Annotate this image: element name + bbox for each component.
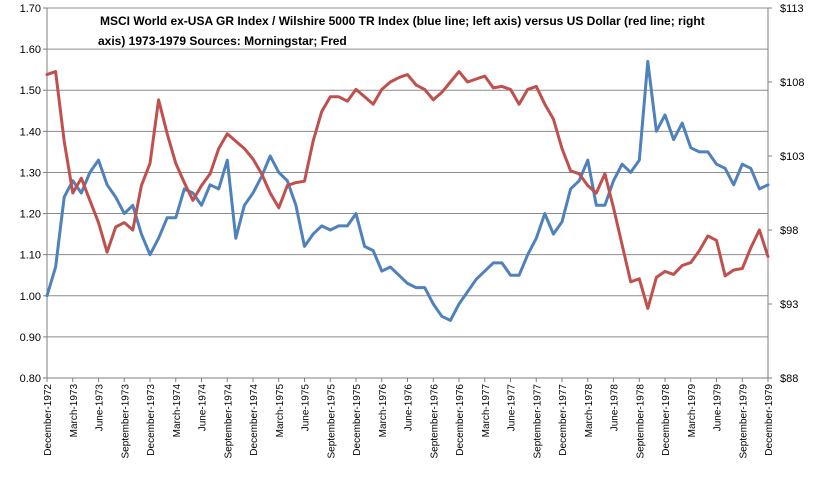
x-tick-label: September-1973 — [120, 384, 131, 459]
left-tick-label: 1.30 — [20, 167, 41, 179]
chart-title-line-1: MSCI World ex-USA GR Index / Wilshire 50… — [100, 14, 705, 28]
right-tick-label: $108 — [780, 77, 804, 89]
x-tick-label: June-1977 — [507, 384, 518, 432]
x-tick-label: March-1979 — [687, 384, 698, 438]
x-axis-ticks: December-1972 March-1973 June-1973 Septembe… — [43, 378, 775, 459]
x-tick-label: December-1972 — [43, 384, 54, 456]
x-tick-label: March-1976 — [378, 384, 389, 438]
x-tick-label: June-1974 — [198, 384, 209, 432]
x-tick-label: September-1978 — [635, 384, 646, 459]
right-tick-label: $93 — [780, 299, 798, 311]
x-tick-label: September-1975 — [326, 384, 337, 459]
x-tick-label: March-1973 — [69, 384, 80, 438]
x-tick-label: March-1974 — [172, 384, 183, 438]
left-tick-label: 0.80 — [20, 373, 41, 385]
x-tick-label: December-1976 — [455, 384, 466, 456]
x-tick-label: June-1976 — [404, 384, 415, 432]
x-tick-label: September-1977 — [532, 384, 543, 459]
series-line-blue — [45, 59, 770, 322]
x-tick-label: December-1979 — [764, 384, 775, 456]
x-tick-label: June-1973 — [95, 384, 106, 432]
x-tick-label: December-1973 — [146, 384, 157, 456]
right-tick-label: $98 — [780, 225, 798, 237]
x-tick-label: June-1978 — [610, 384, 621, 432]
x-tick-label: September-1976 — [429, 384, 440, 459]
title-backdrop — [74, 12, 764, 46]
chart-title-line-2: axis) 1973-1979 Sources: Morningstar; Fr… — [98, 34, 347, 48]
x-tick-label: March-1978 — [584, 384, 595, 438]
x-tick-label: March-1977 — [481, 384, 492, 438]
x-tick-label: December-1978 — [661, 384, 672, 456]
series-lines — [45, 59, 770, 322]
left-tick-label: 1.00 — [20, 291, 41, 303]
left-tick-label: 1.40 — [20, 126, 41, 138]
right-tick-label: $113 — [780, 3, 804, 15]
x-tick-label: September-1974 — [223, 384, 234, 459]
right-tick-label: $103 — [780, 151, 804, 163]
x-tick-label: June-1975 — [301, 384, 312, 432]
left-tick-label: 1.20 — [20, 209, 41, 221]
series-line-red — [45, 70, 770, 310]
right-tick-label: $88 — [780, 373, 798, 385]
left-tick-label: 1.60 — [20, 44, 41, 56]
x-tick-label: March-1975 — [275, 384, 286, 438]
left-tick-label: 1.70 — [20, 3, 41, 15]
left-tick-label: 1.50 — [20, 85, 41, 97]
left-tick-label: 0.90 — [20, 332, 41, 344]
x-tick-label: December-1977 — [558, 384, 569, 456]
gridlines — [47, 7, 768, 338]
x-tick-label: December-1975 — [352, 384, 363, 456]
right-axis-ticks: $88 $93 $98 $103 $108 $113 — [768, 3, 804, 385]
x-tick-label: December-1974 — [249, 384, 260, 456]
left-tick-label: 1.10 — [20, 250, 41, 262]
x-tick-label: September-1979 — [738, 384, 749, 459]
x-tick-label: June-1979 — [713, 384, 724, 432]
